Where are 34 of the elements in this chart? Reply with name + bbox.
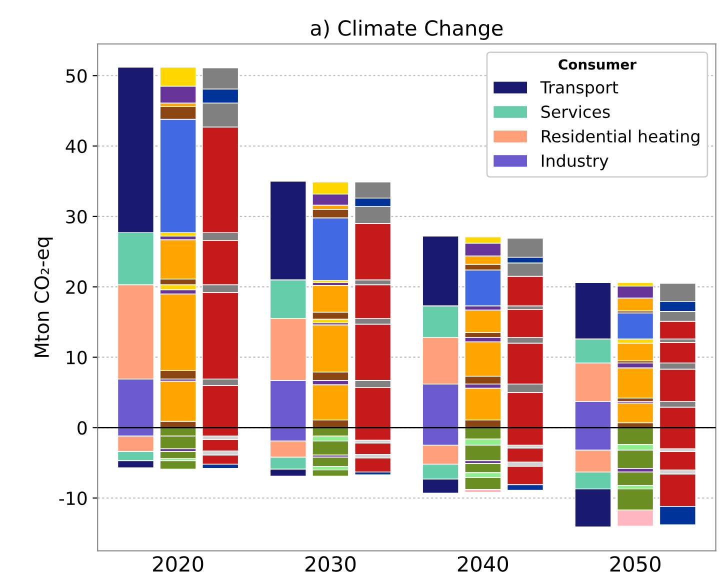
y-axis-title: Mton CO₂-eq [34, 238, 53, 357]
bar [616, 367, 654, 398]
x-tick-label: 2030 [305, 556, 356, 572]
y-tick-label: 30 [66, 210, 87, 224]
bar [354, 457, 392, 472]
bar [506, 448, 544, 463]
bar [354, 442, 392, 455]
bar [616, 402, 654, 424]
bar [616, 342, 654, 362]
chart-title: a) Climate Change [310, 20, 503, 40]
legend-label: Transport [540, 81, 618, 97]
y-tick-label: -10 [59, 492, 87, 506]
legend-label: Residential heating [542, 130, 700, 146]
bar [160, 460, 196, 470]
x-tick-label: 2050 [610, 556, 660, 572]
legend-label: Services [541, 105, 610, 118]
bar [312, 456, 349, 467]
bar [659, 451, 696, 470]
x-tick-label: 2040 [458, 556, 508, 572]
y-tick-label: 0 [78, 421, 87, 435]
bar [202, 439, 239, 452]
y-tick-label: 40 [66, 139, 87, 154]
y-tick-label: 20 [66, 280, 87, 294]
bar [160, 451, 196, 460]
bar [202, 454, 239, 465]
x-tick-label: 2020 [153, 556, 204, 572]
y-tick-label: 50 [66, 69, 87, 83]
y-tick-label: 10 [66, 350, 87, 364]
legend-label: Industry [542, 154, 608, 170]
bar [616, 312, 654, 340]
bar [464, 463, 502, 474]
legend-title: Consumer [558, 59, 636, 70]
bar [312, 469, 349, 477]
bar [616, 472, 654, 486]
